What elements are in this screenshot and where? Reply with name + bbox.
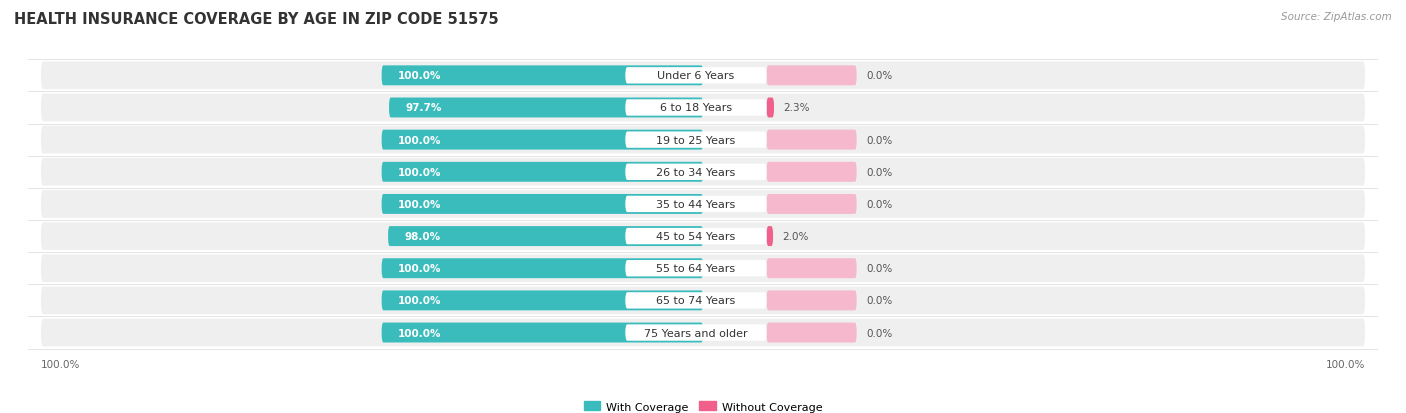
FancyBboxPatch shape xyxy=(626,196,766,213)
Text: 0.0%: 0.0% xyxy=(866,296,893,306)
FancyBboxPatch shape xyxy=(626,261,766,277)
Text: 0.0%: 0.0% xyxy=(866,167,893,177)
FancyBboxPatch shape xyxy=(41,319,1365,347)
FancyBboxPatch shape xyxy=(626,228,766,244)
FancyBboxPatch shape xyxy=(766,227,773,247)
Text: 100.0%: 100.0% xyxy=(398,328,441,338)
FancyBboxPatch shape xyxy=(389,98,703,118)
Text: 65 to 74 Years: 65 to 74 Years xyxy=(657,296,735,306)
Text: 45 to 54 Years: 45 to 54 Years xyxy=(657,232,735,242)
Text: 100.0%: 100.0% xyxy=(398,167,441,177)
Text: 2.0%: 2.0% xyxy=(783,232,808,242)
FancyBboxPatch shape xyxy=(626,325,766,341)
Text: 0.0%: 0.0% xyxy=(866,71,893,81)
Text: 100.0%: 100.0% xyxy=(398,135,441,145)
FancyBboxPatch shape xyxy=(381,195,703,214)
Text: 55 to 64 Years: 55 to 64 Years xyxy=(657,263,735,273)
FancyBboxPatch shape xyxy=(766,131,856,150)
Text: Under 6 Years: Under 6 Years xyxy=(657,71,734,81)
FancyBboxPatch shape xyxy=(381,66,703,86)
Text: 0.0%: 0.0% xyxy=(866,199,893,209)
Text: 100.0%: 100.0% xyxy=(398,263,441,273)
FancyBboxPatch shape xyxy=(766,162,856,182)
FancyBboxPatch shape xyxy=(766,195,856,214)
Legend: With Coverage, Without Coverage: With Coverage, Without Coverage xyxy=(579,396,827,413)
FancyBboxPatch shape xyxy=(626,292,766,309)
Text: 2.3%: 2.3% xyxy=(783,103,810,113)
Text: 100.0%: 100.0% xyxy=(398,296,441,306)
Text: 6 to 18 Years: 6 to 18 Years xyxy=(659,103,733,113)
FancyBboxPatch shape xyxy=(381,131,703,150)
Text: 75 Years and older: 75 Years and older xyxy=(644,328,748,338)
FancyBboxPatch shape xyxy=(41,126,1365,154)
FancyBboxPatch shape xyxy=(41,287,1365,314)
Text: 100.0%: 100.0% xyxy=(398,71,441,81)
Text: 0.0%: 0.0% xyxy=(866,263,893,273)
Text: HEALTH INSURANCE COVERAGE BY AGE IN ZIP CODE 51575: HEALTH INSURANCE COVERAGE BY AGE IN ZIP … xyxy=(14,12,499,27)
Text: Source: ZipAtlas.com: Source: ZipAtlas.com xyxy=(1281,12,1392,22)
FancyBboxPatch shape xyxy=(766,291,856,311)
Text: 0.0%: 0.0% xyxy=(866,135,893,145)
FancyBboxPatch shape xyxy=(41,159,1365,186)
FancyBboxPatch shape xyxy=(766,259,856,278)
FancyBboxPatch shape xyxy=(381,323,703,343)
FancyBboxPatch shape xyxy=(41,191,1365,218)
FancyBboxPatch shape xyxy=(626,132,766,148)
FancyBboxPatch shape xyxy=(41,255,1365,282)
Text: 35 to 44 Years: 35 to 44 Years xyxy=(657,199,735,209)
Text: 26 to 34 Years: 26 to 34 Years xyxy=(657,167,735,177)
Text: 100.0%: 100.0% xyxy=(398,199,441,209)
FancyBboxPatch shape xyxy=(766,98,775,118)
FancyBboxPatch shape xyxy=(381,291,703,311)
FancyBboxPatch shape xyxy=(381,162,703,182)
Text: 19 to 25 Years: 19 to 25 Years xyxy=(657,135,735,145)
FancyBboxPatch shape xyxy=(388,227,703,247)
FancyBboxPatch shape xyxy=(766,323,856,343)
FancyBboxPatch shape xyxy=(626,164,766,180)
FancyBboxPatch shape xyxy=(41,223,1365,250)
Text: 98.0%: 98.0% xyxy=(404,232,440,242)
FancyBboxPatch shape xyxy=(41,95,1365,122)
FancyBboxPatch shape xyxy=(766,66,856,86)
Text: 0.0%: 0.0% xyxy=(866,328,893,338)
FancyBboxPatch shape xyxy=(41,62,1365,90)
FancyBboxPatch shape xyxy=(381,259,703,278)
FancyBboxPatch shape xyxy=(626,68,766,84)
Text: 97.7%: 97.7% xyxy=(405,103,441,113)
FancyBboxPatch shape xyxy=(626,100,766,116)
